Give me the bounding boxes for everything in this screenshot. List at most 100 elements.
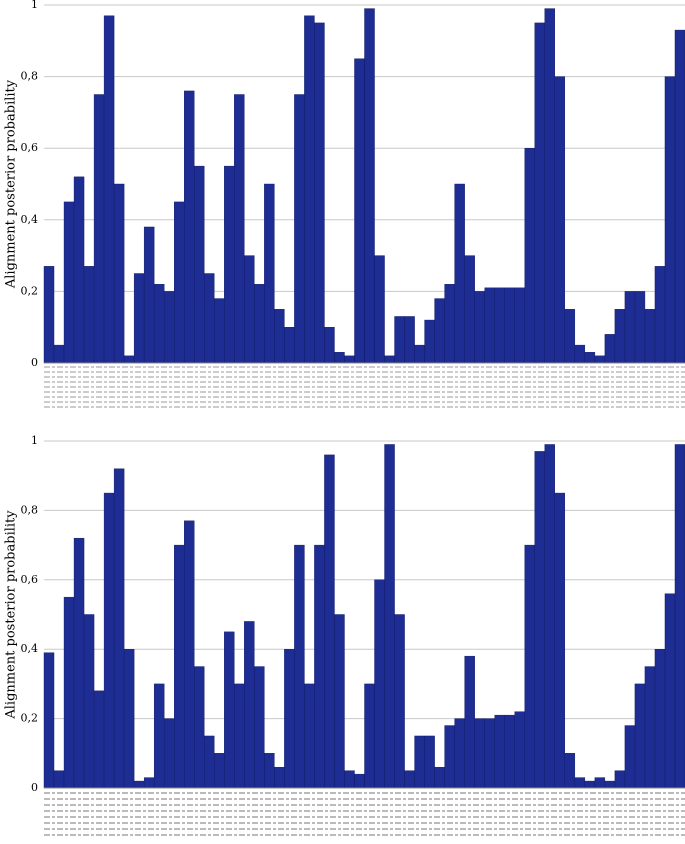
y-tick-label: 1 (31, 0, 38, 11)
bar (204, 735, 215, 789)
bar (484, 718, 495, 789)
bar (63, 596, 75, 789)
bar (204, 273, 215, 364)
bar (153, 683, 165, 789)
y-tick-label: 0,6 (21, 141, 39, 154)
bar (374, 579, 385, 789)
y-tick-label: 0,2 (21, 284, 39, 297)
bar (364, 683, 375, 789)
bar (554, 492, 566, 789)
bar (224, 165, 235, 364)
bar (73, 176, 85, 364)
bar (544, 444, 555, 789)
bar (434, 298, 445, 364)
y-tick-label: 0,8 (21, 70, 39, 83)
bar (484, 287, 495, 364)
bar (464, 255, 475, 364)
y-tick-label: 1 (31, 434, 38, 447)
bar (103, 15, 115, 364)
bar (153, 284, 165, 364)
bar (434, 766, 445, 789)
bar (163, 291, 175, 364)
bar (644, 309, 656, 364)
y-tick-label: 0 (31, 356, 38, 369)
bar (314, 22, 325, 364)
y-tick-label: 0,2 (21, 712, 39, 725)
bar (584, 780, 596, 789)
bar (264, 183, 275, 364)
bar (284, 649, 295, 789)
bar (234, 94, 245, 364)
bar (414, 735, 425, 789)
bar (654, 266, 666, 364)
bar (594, 355, 606, 364)
bar (454, 183, 465, 364)
bar (314, 544, 325, 789)
bar (113, 183, 125, 364)
bar (93, 94, 105, 364)
bar (174, 544, 185, 789)
bar (324, 327, 335, 364)
bar (644, 666, 656, 789)
bar (554, 76, 566, 364)
bar (404, 770, 415, 789)
bar (274, 309, 285, 364)
bar (304, 683, 315, 789)
bar (354, 773, 365, 789)
bar (564, 753, 576, 789)
bar (123, 649, 135, 789)
bar (454, 718, 465, 789)
bar (584, 352, 596, 364)
bar (174, 201, 185, 364)
sequence-rows-top (44, 366, 685, 408)
bar (214, 298, 225, 364)
bar (534, 451, 545, 789)
bar (664, 76, 676, 364)
bar (524, 147, 535, 364)
bar (254, 284, 265, 364)
bar (294, 544, 305, 789)
bar (674, 29, 685, 364)
bar (574, 777, 586, 789)
bar (43, 652, 55, 789)
bar (344, 770, 355, 789)
sequence-rows-bottom (44, 792, 685, 836)
bar (184, 90, 195, 364)
bar (614, 309, 626, 364)
bar (394, 316, 405, 364)
bar (194, 666, 205, 789)
bar (53, 344, 65, 364)
bar (234, 683, 245, 789)
bar (634, 683, 646, 789)
bar (254, 666, 265, 789)
bar (614, 770, 626, 789)
bar (63, 201, 75, 364)
y-tick-label: 0 (31, 781, 38, 794)
bar (264, 753, 275, 789)
bar (444, 725, 455, 789)
bar (294, 94, 305, 364)
bar (123, 355, 135, 364)
bar (664, 593, 676, 789)
bar (504, 714, 515, 789)
bar (424, 319, 435, 364)
bar (133, 780, 145, 789)
bar (224, 631, 235, 789)
bar (474, 718, 485, 789)
bar (604, 780, 616, 789)
bar (474, 291, 485, 364)
bar (544, 8, 555, 364)
bar (324, 454, 335, 789)
bar (414, 344, 425, 364)
bar (424, 735, 435, 789)
bar (334, 614, 345, 789)
bar (374, 255, 385, 364)
y-tick-label: 0,4 (21, 213, 39, 226)
bar (304, 15, 315, 364)
bar (163, 718, 175, 789)
bar (444, 284, 455, 364)
bar (133, 273, 145, 364)
bar (634, 291, 646, 364)
bar (594, 777, 606, 789)
bar (113, 468, 125, 789)
